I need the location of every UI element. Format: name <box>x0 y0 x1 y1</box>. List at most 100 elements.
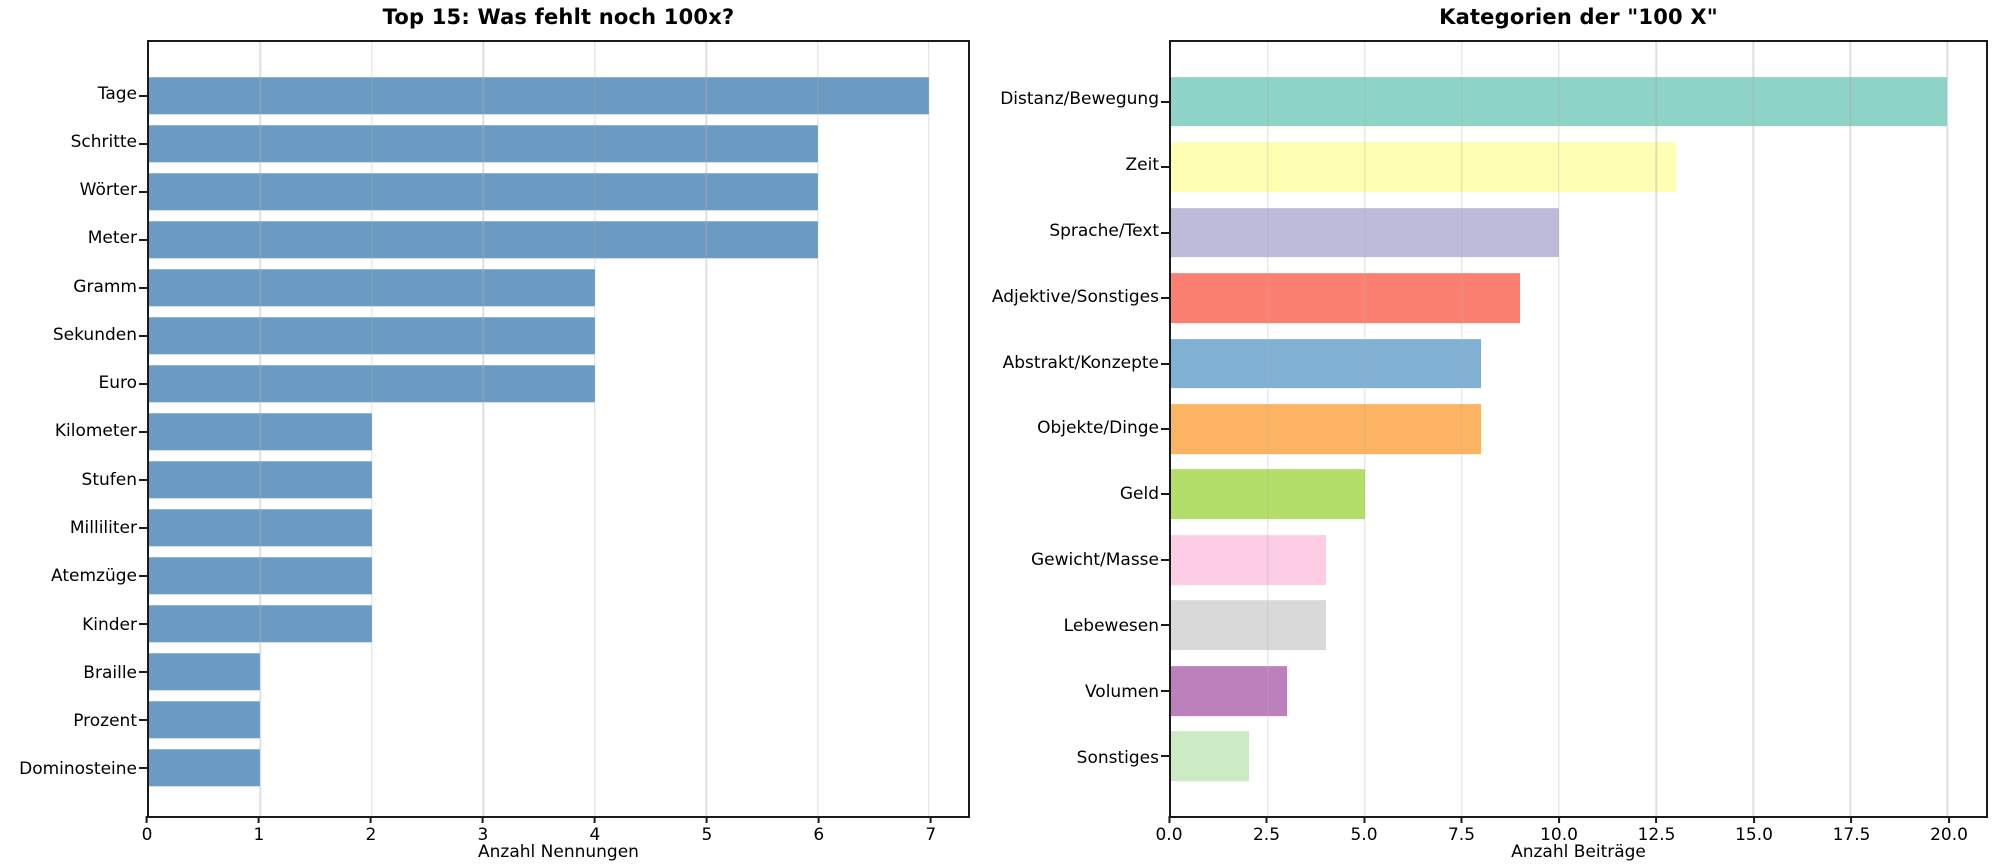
y-tick-label: Zeit <box>1125 155 1160 176</box>
bars-layer <box>139 42 968 816</box>
bars-layer <box>1161 42 1986 816</box>
y-tick-mark <box>139 767 147 769</box>
y-tick-label: Euro <box>98 373 137 394</box>
x-tick: 2 <box>366 816 376 844</box>
y-tick-mark <box>139 623 147 625</box>
x-tick: 6 <box>813 816 824 844</box>
y-tick-label: Stufen <box>81 469 137 490</box>
y-tick-label: Kinder <box>82 614 137 635</box>
y-tick-mark <box>1161 755 1169 758</box>
y-tick-mark <box>1161 362 1169 365</box>
bar <box>1171 207 1560 258</box>
bar-row <box>1161 658 1986 723</box>
y-tick-row: Prozent <box>0 697 137 745</box>
bar-row <box>139 72 968 120</box>
bar <box>149 125 818 163</box>
x-tick-mark <box>1850 816 1853 823</box>
y-tick-row: Abstrakt/Konzepte <box>0 330 1159 396</box>
bar <box>1171 535 1327 585</box>
y-tick-label: Sekunden <box>52 324 137 345</box>
y-tick-row: Meter <box>0 215 137 263</box>
y-tick-mark <box>139 479 147 481</box>
x-tick-label: 0 <box>141 825 153 845</box>
y-tick-row: Milliliter <box>0 504 137 552</box>
bar <box>149 365 595 403</box>
bar <box>149 317 595 355</box>
bar <box>1171 76 1948 127</box>
y-tick-mark <box>1161 231 1169 234</box>
x-tick-label: 15.0 <box>1735 825 1773 845</box>
y-axis-labels: Distanz/Bewegung Zeit Sprache/Text Adjektiv… <box>0 40 1159 818</box>
bar-row <box>1161 593 1986 658</box>
x-tick-label: 20.0 <box>1930 825 1968 845</box>
bar <box>1171 404 1482 454</box>
x-tick-mark <box>1167 816 1170 823</box>
x-tick: 2.5 <box>1253 816 1280 844</box>
x-axis-ticks: 0 1 2 3 4 5 6 7 <box>142 816 970 850</box>
x-tick-label: 5.0 <box>1350 825 1378 845</box>
y-tick-mark <box>1161 624 1169 627</box>
y-tick-mark <box>1161 100 1169 103</box>
y-tick-row: Schritte <box>0 118 137 166</box>
y-tick-row: Geld <box>0 462 1159 528</box>
y-tick-row: Volumen <box>0 659 1159 725</box>
x-tick-label: 2.5 <box>1252 825 1281 845</box>
x-tick: 0.0 <box>1155 816 1183 844</box>
bar-row <box>1161 462 1986 527</box>
x-tick-label: 3 <box>477 825 489 845</box>
x-tick-mark <box>1362 816 1365 823</box>
x-tick-label: 6 <box>813 825 825 845</box>
x-tick-mark <box>145 816 148 823</box>
y-tick-label: Distanz/Bewegung <box>1000 89 1159 110</box>
y-tick-mark <box>1161 689 1169 692</box>
y-tick-mark <box>139 239 147 241</box>
bar <box>149 269 595 307</box>
y-tick-mark <box>1161 493 1169 496</box>
y-tick-row: Kinder <box>0 601 137 649</box>
x-axis-label: Anzahl Beiträge <box>1511 842 1646 862</box>
bar <box>1171 469 1366 520</box>
y-tick-row: Zeit <box>0 133 1160 199</box>
bar-row <box>1161 331 1986 396</box>
y-tick-label: Milliliter <box>69 518 137 539</box>
y-tick-label: Sonstiges <box>1076 747 1159 768</box>
y-tick-label: Dominosteine <box>19 759 137 780</box>
bar <box>1171 665 1288 716</box>
y-tick-row: Lebewesen <box>0 594 1159 660</box>
bar <box>1171 142 1676 193</box>
y-tick-mark <box>139 287 147 289</box>
y-tick-mark <box>139 335 147 337</box>
x-tick: 7 <box>925 816 936 844</box>
y-tick-mark <box>139 431 147 433</box>
bar <box>149 221 818 259</box>
x-tick: 20.0 <box>1930 816 1968 844</box>
bar-row <box>1161 69 1986 134</box>
y-tick-row: Wörter <box>0 167 137 215</box>
x-tick: 7.5 <box>1448 816 1475 844</box>
y-tick-mark <box>139 143 147 145</box>
bar-row <box>139 408 968 456</box>
x-tick: 0 <box>141 816 153 845</box>
y-tick-mark <box>1161 558 1169 561</box>
x-tick-label: 7.5 <box>1447 825 1476 845</box>
bar-row <box>1161 134 1986 199</box>
y-tick-label: Gramm <box>73 276 137 297</box>
bar <box>149 77 929 115</box>
y-tick-label: Geld <box>1119 484 1159 505</box>
y-tick-row: Sprache/Text <box>0 199 1159 265</box>
x-tick: 10.0 <box>1540 816 1578 844</box>
bar-row <box>1161 527 1986 592</box>
y-tick-label: Lebewesen <box>1063 615 1159 636</box>
y-tick-mark <box>139 95 147 97</box>
x-tick-label: 7 <box>925 825 937 845</box>
x-tick-label: 10.0 <box>1540 825 1578 845</box>
bar <box>149 605 372 643</box>
x-tick: 5.0 <box>1350 816 1378 845</box>
x-tick-label: 5 <box>701 825 713 845</box>
y-tick-label: Wörter <box>79 180 137 201</box>
bar-row <box>139 312 968 360</box>
bar-row <box>139 456 968 504</box>
bar-row <box>139 696 968 744</box>
plot-area <box>139 40 970 818</box>
